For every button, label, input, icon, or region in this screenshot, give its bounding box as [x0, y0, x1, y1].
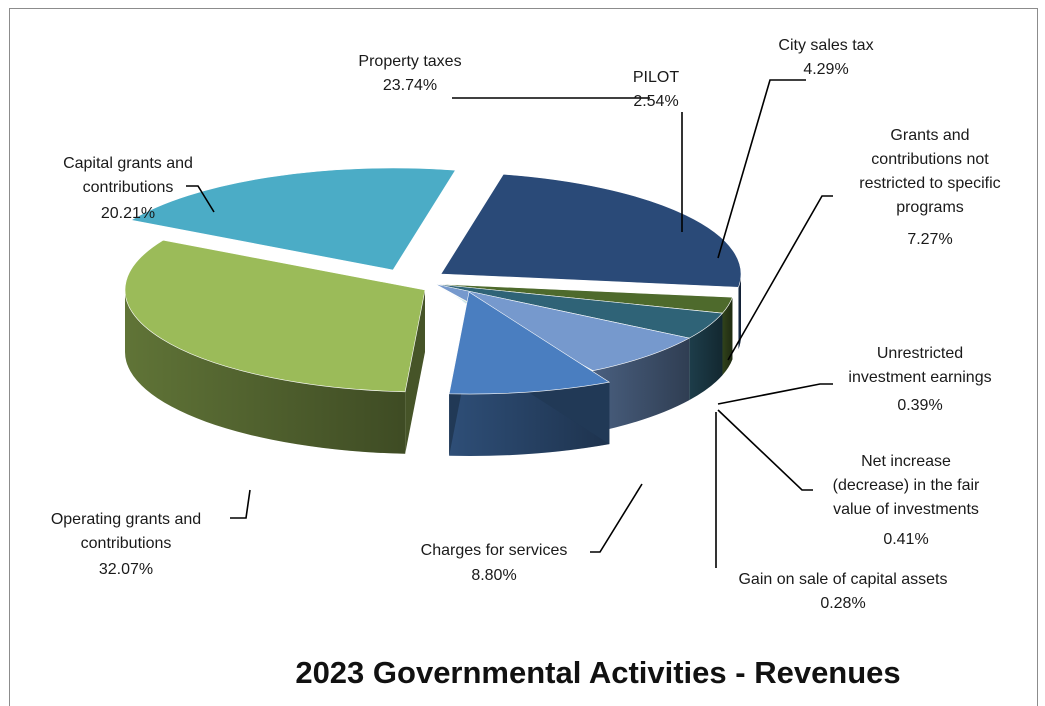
slice-side-shade	[125, 290, 406, 454]
slice-percent: 2.54%	[633, 93, 678, 110]
leader-line	[230, 489, 251, 519]
leader-line	[186, 185, 215, 213]
slice-label: Grants and contributions not restricted to…	[859, 127, 1000, 216]
slice-percent: 32.07%	[99, 561, 153, 578]
slice-label: Net increase (decrease) in the fair value …	[833, 453, 980, 518]
pie-slice	[130, 167, 456, 271]
slice-percent: 23.74%	[383, 77, 437, 94]
slice-percent: 0.39%	[897, 397, 942, 414]
pie-slice	[124, 239, 426, 393]
slice-label: Unrestricted investment earnings	[848, 345, 991, 386]
slice-percent: 7.27%	[907, 231, 952, 248]
slice-side-shade	[592, 338, 690, 433]
slice-percent: 8.80%	[471, 567, 516, 584]
leader-line	[590, 483, 643, 553]
slice-label: Operating grants and contributions	[51, 511, 201, 552]
slice-inner-wall	[405, 290, 425, 454]
slice-label: PILOT	[633, 69, 679, 86]
slice-label: Property taxes	[358, 53, 461, 70]
leader-line	[717, 383, 833, 405]
slice-percent: 4.29%	[803, 61, 848, 78]
slice-label: Gain on sale of capital assets	[738, 571, 947, 588]
leader-line	[727, 195, 833, 361]
leader-lines	[186, 79, 833, 568]
pie-slice	[448, 291, 611, 395]
slice-tops	[124, 167, 742, 395]
pie-slice	[434, 283, 691, 372]
chart-title: 2023 Governmental Activities - Revenues	[295, 655, 900, 690]
slice-label: City sales tax	[778, 37, 873, 54]
chart-border	[9, 8, 1038, 706]
slice-percent: 20.21%	[101, 205, 155, 222]
leader-line	[717, 79, 806, 259]
slice-percent: 0.41%	[883, 531, 928, 548]
slice-label: Charges for services	[421, 542, 568, 559]
pie-slice	[440, 173, 742, 288]
slice-side-shade	[689, 313, 723, 401]
slice-side-shade	[738, 274, 741, 350]
slice-labels: Property taxes 23.74% PILOT 2.54% City sales…	[51, 37, 1001, 612]
slice-label: Capital grants and contributions	[63, 155, 193, 196]
leader-line	[717, 409, 813, 491]
slice-percent: 0.28%	[820, 595, 865, 612]
